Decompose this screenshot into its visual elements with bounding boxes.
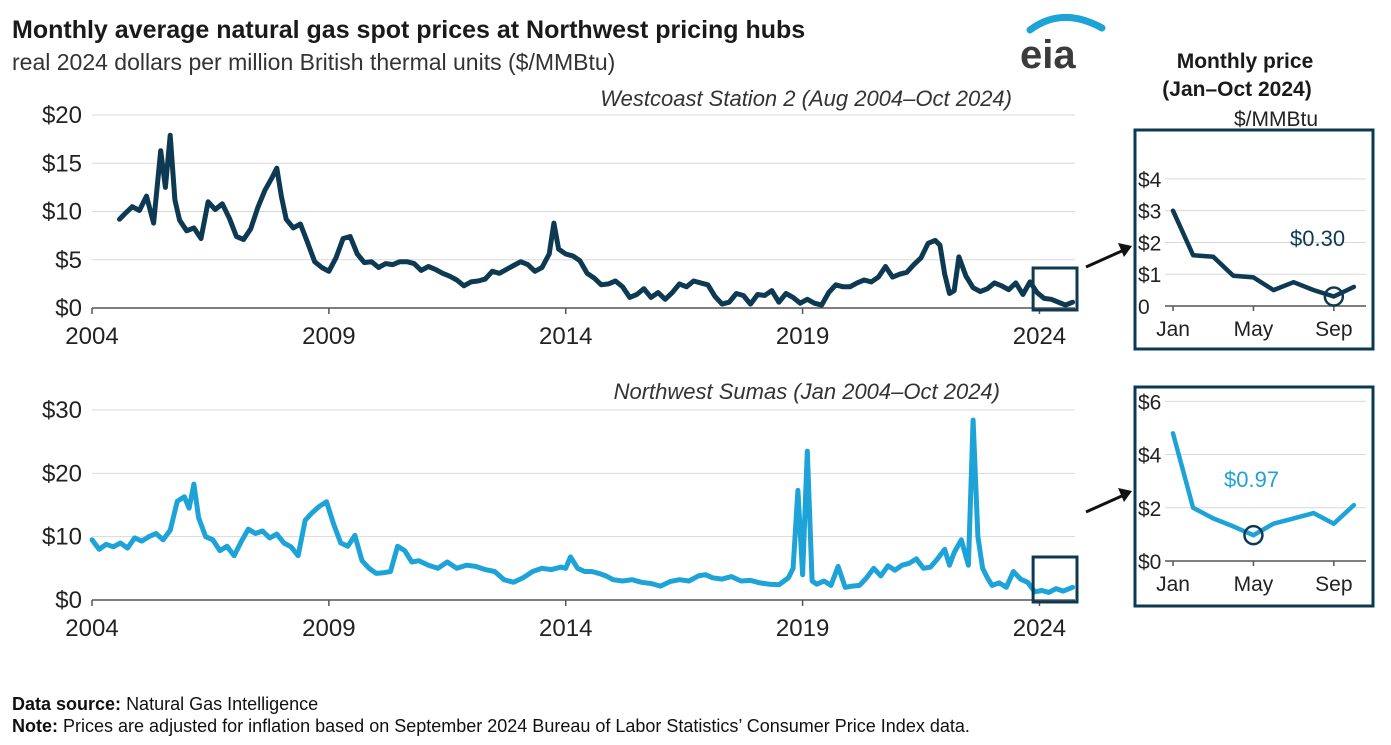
callout-arrow-1 xyxy=(1085,243,1132,269)
westcoast-inset-chart: 0 $1 $2 $3 $4 Jan May Sep $0.30 xyxy=(1133,128,1375,351)
logo-swoosh-icon xyxy=(1026,14,1106,34)
arrow-line-icon xyxy=(1085,493,1125,514)
y-tick-label: $0 xyxy=(55,295,82,322)
arrow-line-icon xyxy=(1085,248,1125,269)
panel-label: Northwest Sumas (Jan 2004–Oct 2024) xyxy=(614,379,1000,404)
inset-x-tick-label: Sep xyxy=(1315,318,1352,341)
arrow-head-icon xyxy=(1118,488,1132,502)
inset-y-tick-label: $2 xyxy=(1138,232,1161,255)
sumas-main-chart: $0 $10 $20 $30 2004 2009 2014 2019 2024 Northwest… xyxy=(42,379,1079,642)
inset-y-tick-label: $4 xyxy=(1138,169,1162,192)
x-tick-label: 2014 xyxy=(539,323,592,350)
x-tick-label: 2024 xyxy=(1013,323,1066,350)
y-tick-label: $20 xyxy=(42,102,82,129)
panel-label: Westcoast Station 2 (Aug 2004–Oct 2024) xyxy=(600,86,1012,111)
y-tick-label: $0 xyxy=(55,587,82,614)
inset-series-line xyxy=(1170,431,1357,538)
y-tick-label: $30 xyxy=(42,397,82,424)
callout-arrow-2 xyxy=(1085,488,1132,514)
eia-logo: eia xyxy=(1020,14,1106,77)
inset-title-line1: Monthly price xyxy=(1177,50,1314,73)
y-tick-label: $10 xyxy=(42,524,82,551)
note-text: Prices are adjusted for inflation based … xyxy=(63,716,970,736)
inset-x-tick-label: May xyxy=(1234,573,1274,596)
inset-x-tick-label: Sep xyxy=(1315,573,1352,596)
inset-y-tick-label: $6 xyxy=(1138,391,1161,414)
inset-frame xyxy=(1133,128,1375,351)
x-tick-label: 2019 xyxy=(776,615,829,642)
inset-series-line xyxy=(1170,208,1357,299)
note-label: Note: xyxy=(12,716,58,736)
footer-source: Data source: Natural Gas Intelligence xyxy=(12,693,318,715)
x-tick-label: 2019 xyxy=(776,323,829,350)
inset-x-tick-label: Jan xyxy=(1156,318,1190,341)
x-tick-label: 2009 xyxy=(302,323,355,350)
inset-x-tick-label: May xyxy=(1234,318,1274,341)
x-tick-label: 2004 xyxy=(65,615,118,642)
inset-y-tick-label: $2 xyxy=(1138,498,1161,521)
y-tick-label: $10 xyxy=(42,199,82,226)
logo-text: eia xyxy=(1020,33,1076,77)
highlight-marker xyxy=(1323,286,1345,307)
source-label: Data source: xyxy=(12,694,122,714)
y-tick-label: $15 xyxy=(42,150,82,177)
zoom-box xyxy=(1031,266,1079,312)
inset-y-tick-label: $3 xyxy=(1138,201,1161,224)
inset-title-line2: (Jan–Oct 2024) xyxy=(1162,78,1311,101)
series-line xyxy=(89,417,1076,595)
inset-y-tick-label: $4 xyxy=(1138,445,1162,468)
inset-y-tick-label: $0 xyxy=(1138,551,1161,574)
arrow-head-icon xyxy=(1118,243,1132,257)
inset-frame xyxy=(1133,385,1375,608)
chart-title: Monthly average natural gas spot prices … xyxy=(12,16,805,44)
inset-y-tick-label: 0 xyxy=(1138,296,1150,319)
highlight-marker xyxy=(1243,524,1264,546)
westcoast-main-chart: $0 $5 $10 $15 $20 2004 2009 2014 2019 2024 Westcoa… xyxy=(42,86,1079,350)
series-line xyxy=(117,132,1076,308)
inset-unit-label: $/MMBtu xyxy=(1234,108,1318,131)
x-tick-label: 2014 xyxy=(539,615,592,642)
x-tick-label: 2009 xyxy=(302,615,355,642)
chart-subtitle: real 2024 dollars per million British th… xyxy=(12,49,615,75)
price-callout: $0.30 xyxy=(1290,226,1345,251)
y-tick-label: $20 xyxy=(42,460,82,487)
x-tick-label: 2024 xyxy=(1013,615,1066,642)
y-tick-label: $5 xyxy=(55,247,82,274)
x-tick-label: 2004 xyxy=(65,323,118,350)
footer-note: Note: Prices are adjusted for inflation … xyxy=(12,715,970,737)
zoom-box xyxy=(1031,555,1079,604)
inset-x-tick-label: Jan xyxy=(1156,573,1190,596)
sumas-inset-chart: $0 $2 $4 $6 Jan May Sep $0.97 xyxy=(1133,385,1375,608)
inset-y-tick-label: $1 xyxy=(1138,264,1161,287)
source-text: Natural Gas Intelligence xyxy=(126,694,319,714)
price-callout: $0.97 xyxy=(1224,467,1279,492)
